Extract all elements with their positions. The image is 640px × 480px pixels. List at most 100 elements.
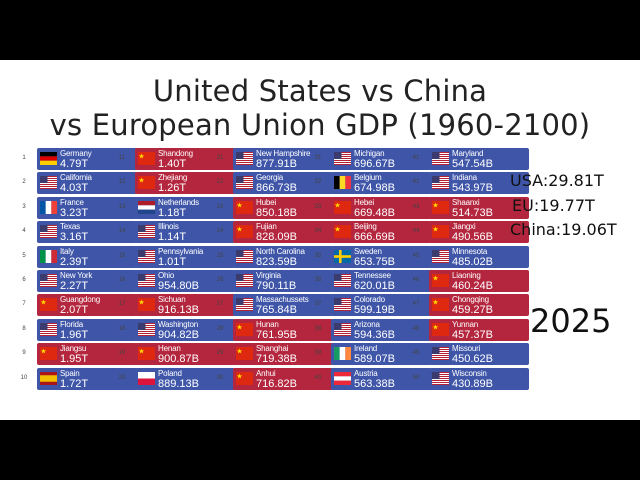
region-card: Netherlands 1.18T (135, 196, 235, 219)
ranking-row: 21 New Hampshire 877.91B (217, 148, 333, 172)
region-card: Illinois 1.14T (135, 221, 235, 244)
region-name: Jiangxi (452, 222, 476, 232)
gdp-value: 594.36B (354, 328, 395, 341)
region-card: North Carolina 823.59B (233, 245, 333, 268)
gdp-value: 719.38B (256, 353, 297, 366)
region-card: Virginia 790.11B (233, 269, 333, 292)
region-name: Hebei (354, 197, 374, 207)
ranking-row: 10 Spain 1.72T (21, 367, 137, 392)
gdp-value: 877.91B (256, 158, 297, 170)
gdp-value: 666.69B (354, 231, 395, 244)
rank-number: 2 (22, 179, 26, 186)
gdp-value: 459.27B (452, 304, 493, 317)
region-card: Wisconsin 430.89B (429, 367, 529, 390)
region-card: Anhui 716.82B (233, 367, 333, 390)
rank-number: 6 (22, 276, 26, 283)
region-card: Belgium 674.98B (331, 172, 431, 195)
region-card: Italy 2.39T (37, 245, 137, 268)
gdp-value: 485.02B (452, 255, 493, 268)
usa-flag-icon (236, 152, 253, 165)
rank-number: 34 (314, 228, 322, 235)
region-card: Sichuan 916.13B (135, 294, 235, 317)
region-card: Tennessee 620.01B (331, 269, 431, 292)
usa-flag-icon (236, 176, 253, 190)
ranking-column-1: 1 Germany 4.79T 2 California 4.03T 3 France 3.23… (21, 148, 137, 392)
usa-flag-icon (138, 249, 155, 263)
region-name: Maryland (452, 149, 484, 158)
rank-number: 5 (22, 252, 26, 259)
ranking-row: 4 Texas 3.16T (22, 221, 137, 245)
usa-flag-icon (40, 322, 57, 336)
region-name: France (60, 197, 84, 207)
china-flag-icon (432, 200, 449, 214)
rank-number: 23 (216, 203, 224, 210)
ranking-row: 30 Anhui 716.82B (217, 367, 333, 392)
region-card: Jiangsu 1.95T (37, 343, 137, 366)
gdp-value: 696.67B (354, 158, 395, 170)
china-flag-icon (236, 347, 253, 361)
gdp-value: 490.56B (452, 231, 493, 244)
region-card: Arizona 594.36B (331, 318, 431, 341)
region-name: Arizona (354, 319, 380, 329)
region-name: Italy (60, 246, 74, 256)
gdp-value: 514.73B (452, 206, 493, 219)
germany-flag-icon (40, 152, 57, 165)
gdp-value: 1.96T (60, 328, 89, 341)
rank-number: 44 (412, 228, 420, 235)
region-name: Shanghai (256, 344, 289, 354)
ranking-row: 32 Belgium 674.98B (315, 172, 431, 196)
rank-number: 36 (314, 276, 322, 283)
region-name: Colorado (354, 295, 385, 305)
rank-number: 25 (216, 252, 224, 259)
ranking-row: 9 Jiangsu 1.95T (22, 343, 137, 367)
usa-flag-icon (40, 176, 57, 190)
region-card: Chongqing 459.27B (429, 294, 529, 317)
region-name: Yunnan (452, 319, 478, 329)
china-flag-icon (236, 371, 253, 385)
ranking-row: 7 Guangdong 2.07T (22, 294, 137, 318)
usa-flag-icon (334, 273, 351, 287)
rank-number: 27 (216, 301, 224, 308)
ranking-row: 1 Germany 4.79T (22, 148, 137, 172)
rank-number: 47 (412, 301, 420, 308)
ranking-row: 37 Colorado 599.19B (315, 294, 431, 318)
rank-number: 33 (314, 203, 322, 210)
ranking-row: 11 Shandong 1.40T (119, 148, 235, 172)
usa-flag-icon (40, 225, 57, 239)
region-card: Michigan 696.67B (331, 148, 431, 170)
gdp-value: 430.89B (452, 377, 493, 390)
china-flag-icon (138, 176, 155, 190)
region-name: Michigan (354, 149, 385, 158)
china-flag-icon (432, 322, 449, 336)
gdp-value: 1.18T (158, 206, 187, 219)
ranking-column-3: 21 New Hampshire 877.91B 22 Georgia 866.73B 23… (217, 148, 333, 392)
gdp-value: 823.59B (256, 255, 297, 268)
region-name: Virginia (256, 270, 281, 280)
rank-number: 49 (412, 350, 420, 357)
gdp-value: 460.24B (452, 279, 493, 292)
region-card: Hubei 850.18B (233, 196, 333, 219)
usa-flag-icon (138, 322, 155, 336)
region-name: Tennessee (354, 270, 391, 280)
gdp-value: 620.01B (354, 279, 395, 292)
region-name: Liaoning (452, 270, 481, 280)
gdp-value: 828.09B (256, 231, 297, 244)
rank-number: 9 (22, 350, 26, 357)
rank-number: 48 (412, 325, 420, 332)
gdp-value: 889.13B (158, 377, 199, 390)
region-card: New Hampshire 877.91B (233, 148, 333, 170)
ranking-row: 14 Illinois 1.14T (119, 221, 235, 245)
belgium-flag-icon (334, 176, 351, 190)
gdp-value: 765.84B (256, 304, 297, 317)
region-name: Pennsylvania (158, 246, 204, 256)
title-line-1: United States vs China (152, 74, 488, 108)
ranking-row: 16 Ohio 954.80B (119, 269, 235, 294)
austria-flag-icon (334, 371, 351, 385)
china-flag-icon (138, 152, 155, 165)
region-card: New York 2.27T (37, 269, 137, 292)
region-card: Henan 900.87B (135, 343, 235, 366)
rank-number: 11 (118, 155, 126, 161)
ranking-row: 47 Chongqing 459.27B (413, 294, 529, 318)
rank-number: 39 (314, 350, 322, 357)
ranking-row: 39 Ireland 589.07B (315, 343, 431, 367)
